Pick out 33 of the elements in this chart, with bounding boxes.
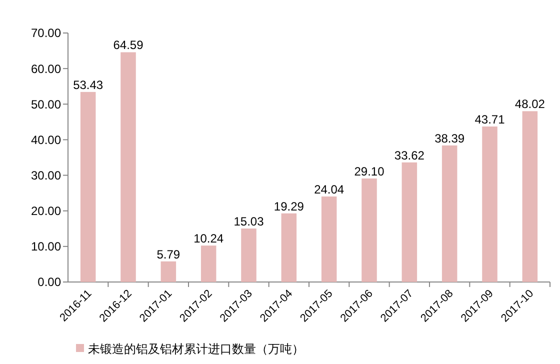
y-tick-label: 40.00 <box>30 132 62 147</box>
bar <box>362 178 377 282</box>
text: 38.39 <box>434 131 465 146</box>
legend-label: 未锻造的铝及铝材累计进口数量（万吨） <box>88 342 304 356</box>
y-tick-label: 50.00 <box>30 97 62 112</box>
text: 10.24 <box>194 232 224 246</box>
text: 53.43 <box>73 78 104 92</box>
bar <box>522 111 538 282</box>
y-tick-label: 10.00 <box>30 240 62 254</box>
text: 48.02 <box>514 97 545 112</box>
bar <box>200 246 216 282</box>
text: 64.59 <box>113 38 144 52</box>
bar <box>281 213 297 282</box>
text: 43.71 <box>474 112 505 127</box>
y-tick-label: 0.00 <box>38 275 62 290</box>
bar <box>120 52 136 282</box>
text: 5.79 <box>156 247 180 262</box>
bar <box>241 228 256 282</box>
bar <box>482 126 498 282</box>
bar <box>80 92 96 282</box>
text: 19.29 <box>274 199 304 214</box>
y-tick-label: 20.00 <box>30 204 62 218</box>
text: 15.03 <box>234 214 264 229</box>
text: 29.10 <box>354 164 384 178</box>
bar <box>160 261 176 282</box>
text: 33.62 <box>394 148 424 162</box>
y-tick-label: 30.00 <box>30 168 62 182</box>
bar <box>321 196 337 282</box>
bar <box>442 145 458 282</box>
text: 24.04 <box>314 182 344 196</box>
y-tick-label: 60.00 <box>30 62 62 76</box>
y-tick-label: 70.00 <box>30 26 62 40</box>
bar <box>402 162 418 282</box>
